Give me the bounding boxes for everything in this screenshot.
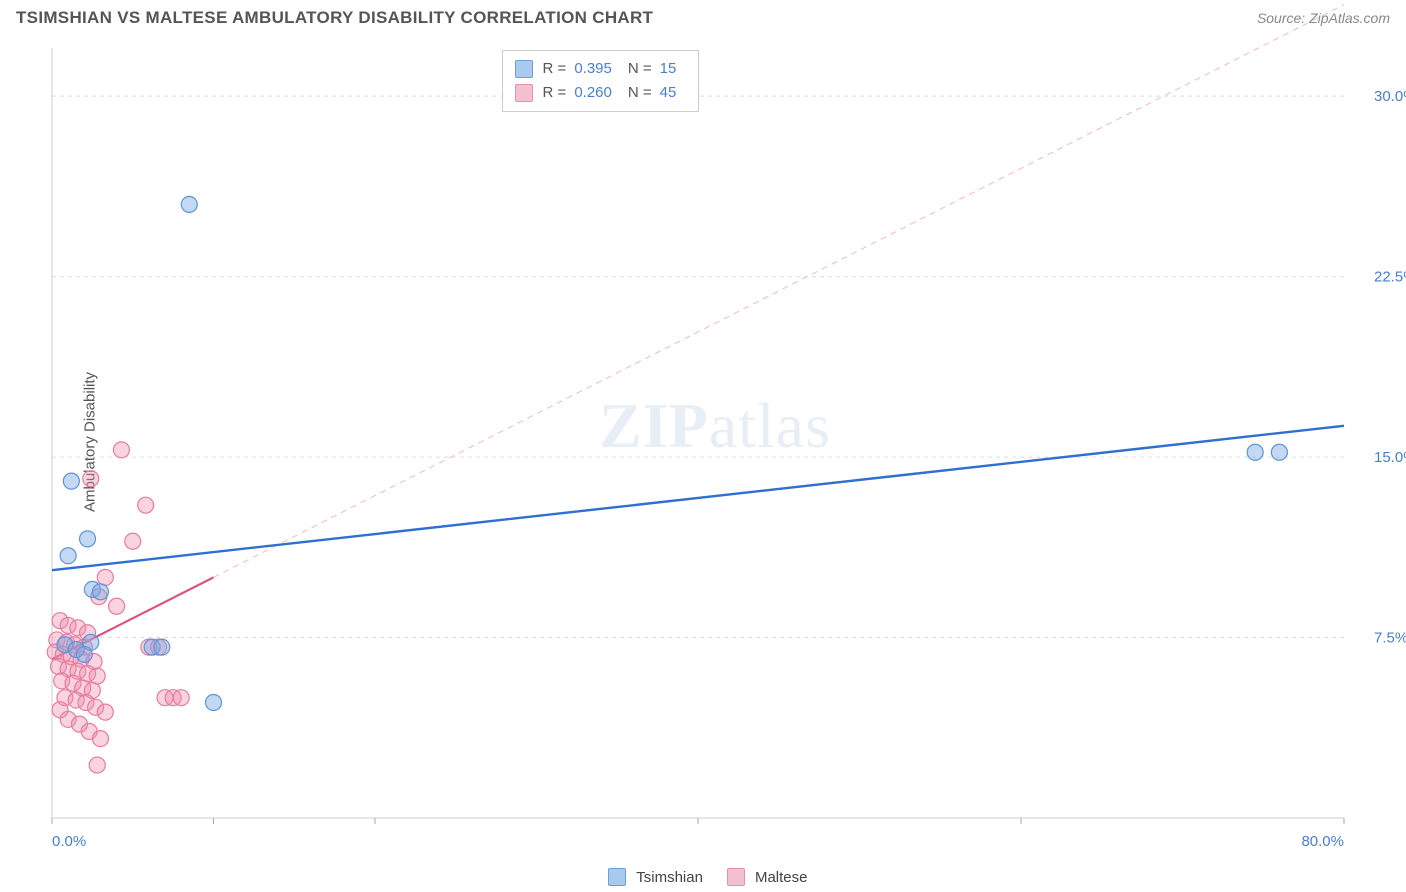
n-label: N = bbox=[628, 81, 652, 105]
legend-item-maltese: Maltese bbox=[727, 868, 808, 886]
scatter-plot: 7.5%15.0%22.5%30.0%0.0%80.0% bbox=[48, 48, 1382, 836]
svg-text:30.0%: 30.0% bbox=[1374, 88, 1406, 105]
maltese-swatch-icon bbox=[515, 84, 533, 102]
n-label: N = bbox=[628, 57, 652, 81]
svg-text:0.0%: 0.0% bbox=[52, 833, 86, 850]
svg-text:7.5%: 7.5% bbox=[1374, 630, 1406, 647]
stats-legend-row-tsimshian: R = 0.395 N = 15 bbox=[515, 57, 687, 81]
r-label: R = bbox=[543, 57, 567, 81]
maltese-swatch-icon bbox=[727, 868, 745, 886]
chart-container: Ambulatory Disability ZIPatlas 7.5%15.0%… bbox=[48, 48, 1382, 836]
maltese-legend-label: Maltese bbox=[755, 869, 808, 886]
tsimshian-swatch-icon bbox=[515, 60, 533, 78]
chart-title: TSIMSHIAN VS MALTESE AMBULATORY DISABILI… bbox=[16, 8, 653, 28]
svg-text:15.0%: 15.0% bbox=[1374, 449, 1406, 466]
legend-item-tsimshian: Tsimshian bbox=[608, 868, 703, 886]
stats-legend-row-maltese: R = 0.260 N = 45 bbox=[515, 81, 687, 105]
svg-text:80.0%: 80.0% bbox=[1301, 833, 1344, 850]
tsimshian-legend-label: Tsimshian bbox=[636, 869, 703, 886]
maltese-n-value: 45 bbox=[660, 81, 677, 105]
r-label: R = bbox=[543, 81, 567, 105]
source-label: Source: ZipAtlas.com bbox=[1257, 10, 1390, 26]
series-legend: Tsimshian Maltese bbox=[608, 868, 807, 886]
stats-legend: R = 0.395 N = 15 R = 0.260 N = 45 bbox=[502, 50, 700, 112]
tsimshian-r-value: 0.395 bbox=[574, 57, 612, 81]
maltese-r-value: 0.260 bbox=[574, 81, 612, 105]
tsimshian-swatch-icon bbox=[608, 868, 626, 886]
chart-header: TSIMSHIAN VS MALTESE AMBULATORY DISABILI… bbox=[0, 0, 1406, 32]
svg-text:22.5%: 22.5% bbox=[1374, 269, 1406, 286]
tsimshian-n-value: 15 bbox=[660, 57, 677, 81]
